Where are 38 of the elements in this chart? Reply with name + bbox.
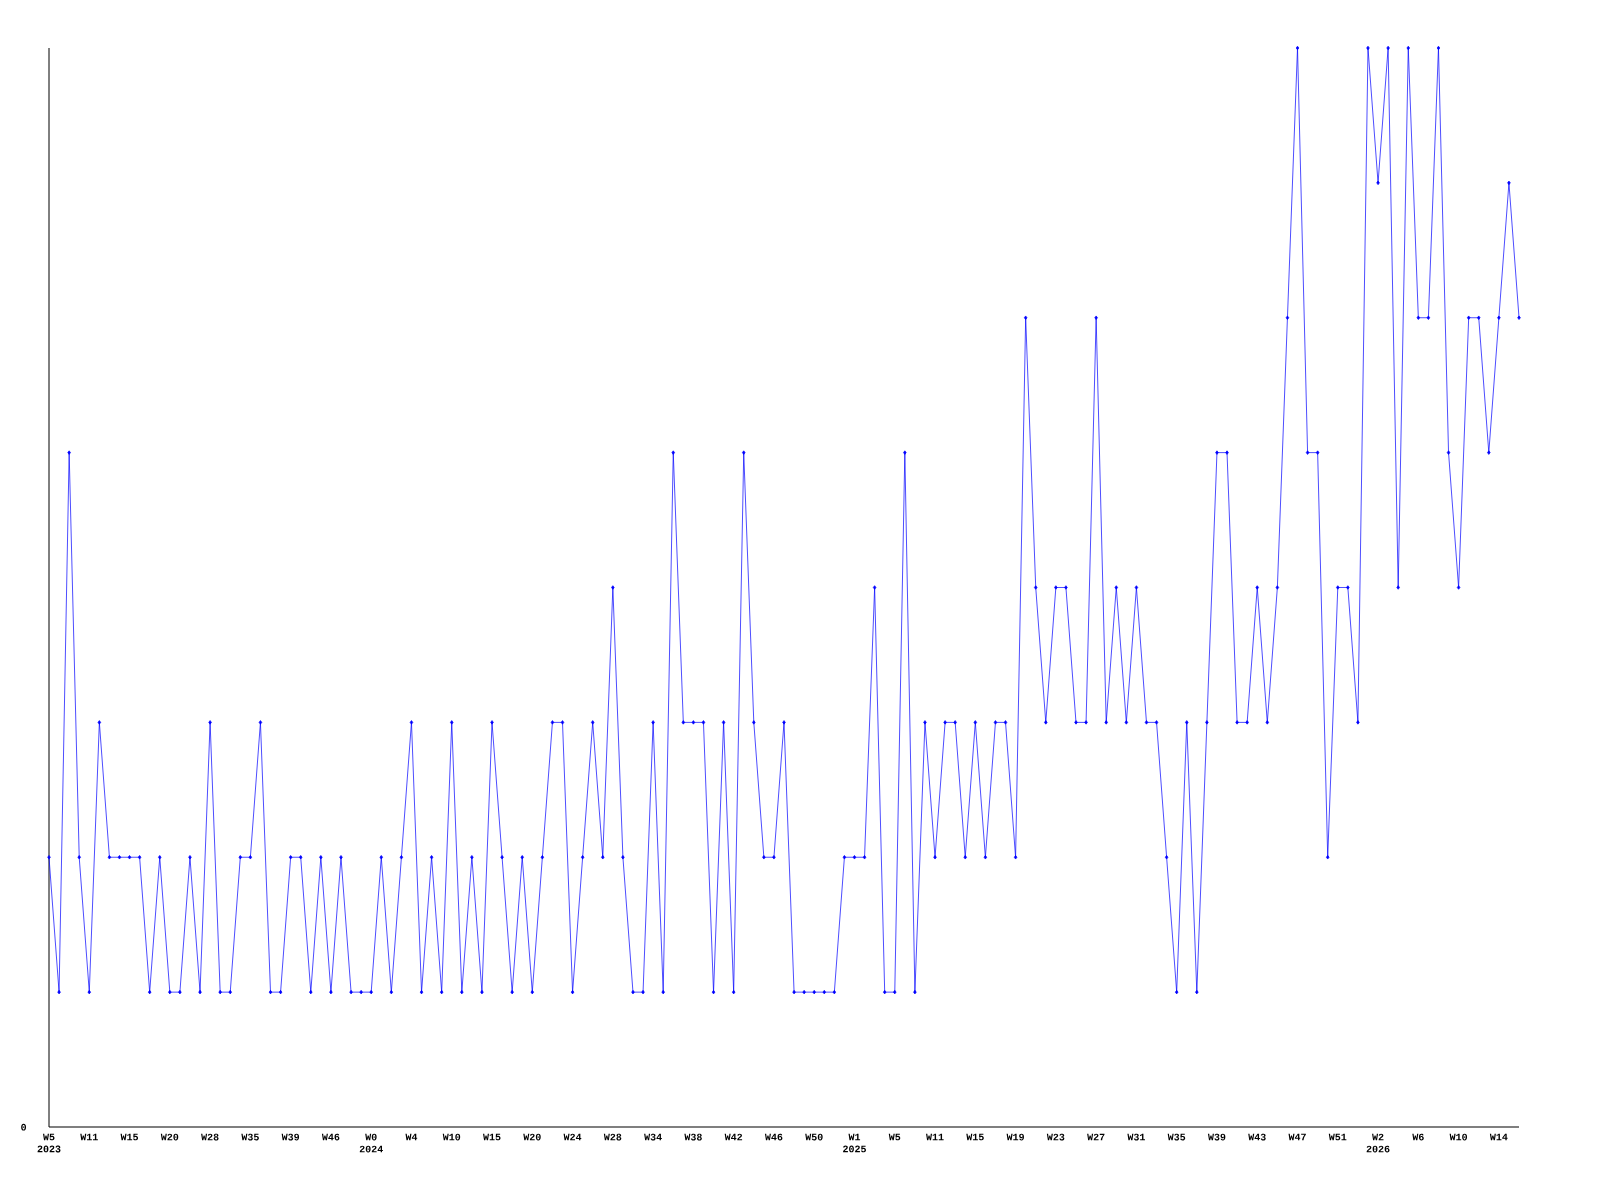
x-tick-label: W46 bbox=[321, 1133, 340, 1141]
x-tick-label: W24 bbox=[563, 1133, 582, 1141]
x-tick-label: W28 bbox=[201, 1133, 219, 1141]
x-tick-label: W5 bbox=[888, 1133, 901, 1141]
x-tick-label: W46 bbox=[764, 1133, 783, 1141]
x-tick-label: W1 2025 bbox=[843, 1133, 866, 1153]
x-tick-label: W50 bbox=[805, 1133, 823, 1141]
x-tick-label: W14 bbox=[1489, 1133, 1508, 1141]
x-tick-label: W19 bbox=[1006, 1133, 1024, 1141]
x-tick-label: W27 bbox=[1087, 1133, 1105, 1141]
x-tick-label: W10 bbox=[442, 1133, 461, 1141]
x-tick-label: W31 bbox=[1127, 1133, 1145, 1141]
x-tick-label: W15 bbox=[120, 1133, 139, 1141]
x-tick-label: W51 bbox=[1328, 1133, 1347, 1141]
x-tick-label: W2 2026 bbox=[1366, 1133, 1390, 1153]
x-tick-label: W38 bbox=[684, 1133, 702, 1141]
x-tick-label: W43 bbox=[1248, 1133, 1266, 1141]
x-tick-label: W35 bbox=[241, 1133, 259, 1141]
x-tick-label: W35 bbox=[1167, 1133, 1186, 1141]
x-tick-label: W0 2024 bbox=[359, 1133, 383, 1153]
x-tick-label: W10 bbox=[1449, 1133, 1468, 1141]
x-tick-label: W15 bbox=[966, 1133, 984, 1141]
x-tick-label: W20 bbox=[523, 1133, 541, 1141]
x-tick-label: W23 bbox=[1046, 1133, 1065, 1141]
x-tick-label: W11 bbox=[926, 1133, 944, 1141]
x-tick-label: W6 bbox=[1412, 1133, 1424, 1141]
x-tick-label: W39 bbox=[1207, 1133, 1226, 1141]
x-tick-label: W28 bbox=[603, 1133, 622, 1141]
x-tick-label: W15 bbox=[483, 1133, 501, 1141]
x-tick-label: W39 bbox=[281, 1133, 300, 1141]
x-tick-label: W11 bbox=[80, 1133, 98, 1141]
x-tick-label: W34 bbox=[644, 1133, 662, 1141]
x-tick-label: W47 bbox=[1288, 1133, 1306, 1141]
x-tick-label: W42 bbox=[724, 1133, 743, 1141]
text: 0 bbox=[21, 1123, 27, 1131]
x-tick-label: W4 bbox=[405, 1133, 418, 1141]
x-tick-label: W20 bbox=[160, 1133, 179, 1141]
x-tick-label: W5 2023 bbox=[37, 1133, 61, 1153]
